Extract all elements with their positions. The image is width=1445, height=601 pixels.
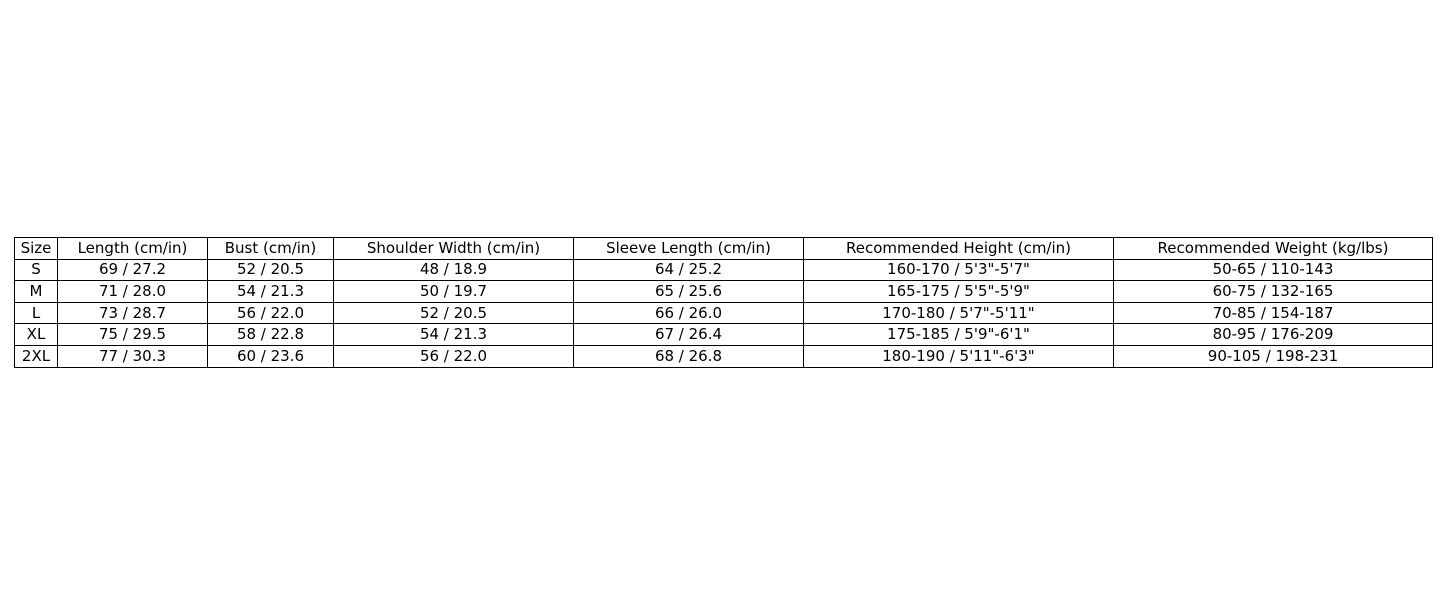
column-header-bust: Bust (cm/in) xyxy=(207,237,334,260)
cell-sleeve-length: 65 / 25.6 xyxy=(573,280,804,303)
cell-recommended-weight: 60-75 / 132-165 xyxy=(1113,280,1433,303)
column-header-length: Length (cm/in) xyxy=(57,237,208,260)
cell-recommended-height: 170-180 / 5'7"-5'11" xyxy=(803,301,1114,325)
cell-sleeve-length: 64 / 25.2 xyxy=(573,258,804,282)
table-row: 2XL 77 / 30.3 60 / 23.6 56 / 22.0 68 / 2… xyxy=(14,344,1433,368)
cell-bust: 58 / 22.8 xyxy=(207,323,334,346)
table-body: S 69 / 27.2 52 / 20.5 48 / 18.9 64 / 25.… xyxy=(14,258,1433,368)
cell-size: L xyxy=(14,301,58,325)
cell-sleeve-length: 66 / 26.0 xyxy=(573,301,804,325)
table-row: M 71 / 28.0 54 / 21.3 50 / 19.7 65 / 25.… xyxy=(14,280,1433,303)
table-row: XL 75 / 29.5 58 / 22.8 54 / 21.3 67 / 26… xyxy=(14,323,1433,346)
table-row: S 69 / 27.2 52 / 20.5 48 / 18.9 64 / 25.… xyxy=(14,258,1433,282)
cell-length: 71 / 28.0 xyxy=(57,280,208,303)
cell-recommended-weight: 70-85 / 154-187 xyxy=(1113,301,1433,325)
column-header-sleeve-length: Sleeve Length (cm/in) xyxy=(573,237,804,260)
cell-shoulder-width: 48 / 18.9 xyxy=(333,258,574,282)
cell-recommended-weight: 50-65 / 110-143 xyxy=(1113,258,1433,282)
cell-sleeve-length: 67 / 26.4 xyxy=(573,323,804,346)
cell-bust: 56 / 22.0 xyxy=(207,301,334,325)
cell-length: 69 / 27.2 xyxy=(57,258,208,282)
column-header-size: Size xyxy=(14,237,58,260)
cell-length: 77 / 30.3 xyxy=(57,344,208,368)
cell-recommended-height: 165-175 / 5'5"-5'9" xyxy=(803,280,1114,303)
table-row: L 73 / 28.7 56 / 22.0 52 / 20.5 66 / 26.… xyxy=(14,301,1433,325)
cell-recommended-weight: 90-105 / 198-231 xyxy=(1113,344,1433,368)
cell-size: 2XL xyxy=(14,344,58,368)
cell-bust: 60 / 23.6 xyxy=(207,344,334,368)
column-header-recommended-weight: Recommended Weight (kg/lbs) xyxy=(1113,237,1433,260)
size-chart-table: Size Length (cm/in) Bust (cm/in) Shoulde… xyxy=(14,237,1433,368)
cell-length: 73 / 28.7 xyxy=(57,301,208,325)
cell-recommended-height: 175-185 / 5'9"-6'1" xyxy=(803,323,1114,346)
cell-recommended-height: 180-190 / 5'11"-6'3" xyxy=(803,344,1114,368)
cell-size: XL xyxy=(14,323,58,346)
column-header-recommended-height: Recommended Height (cm/in) xyxy=(803,237,1114,260)
size-chart-container: Size Length (cm/in) Bust (cm/in) Shoulde… xyxy=(14,237,1433,368)
cell-size: S xyxy=(14,258,58,282)
cell-shoulder-width: 52 / 20.5 xyxy=(333,301,574,325)
cell-size: M xyxy=(14,280,58,303)
cell-bust: 54 / 21.3 xyxy=(207,280,334,303)
cell-bust: 52 / 20.5 xyxy=(207,258,334,282)
cell-sleeve-length: 68 / 26.8 xyxy=(573,344,804,368)
cell-shoulder-width: 54 / 21.3 xyxy=(333,323,574,346)
cell-recommended-height: 160-170 / 5'3"-5'7" xyxy=(803,258,1114,282)
cell-shoulder-width: 56 / 22.0 xyxy=(333,344,574,368)
cell-recommended-weight: 80-95 / 176-209 xyxy=(1113,323,1433,346)
column-header-shoulder-width: Shoulder Width (cm/in) xyxy=(333,237,574,260)
cell-length: 75 / 29.5 xyxy=(57,323,208,346)
table-header: Size Length (cm/in) Bust (cm/in) Shoulde… xyxy=(14,237,1433,260)
cell-shoulder-width: 50 / 19.7 xyxy=(333,280,574,303)
table-header-row: Size Length (cm/in) Bust (cm/in) Shoulde… xyxy=(14,237,1433,260)
